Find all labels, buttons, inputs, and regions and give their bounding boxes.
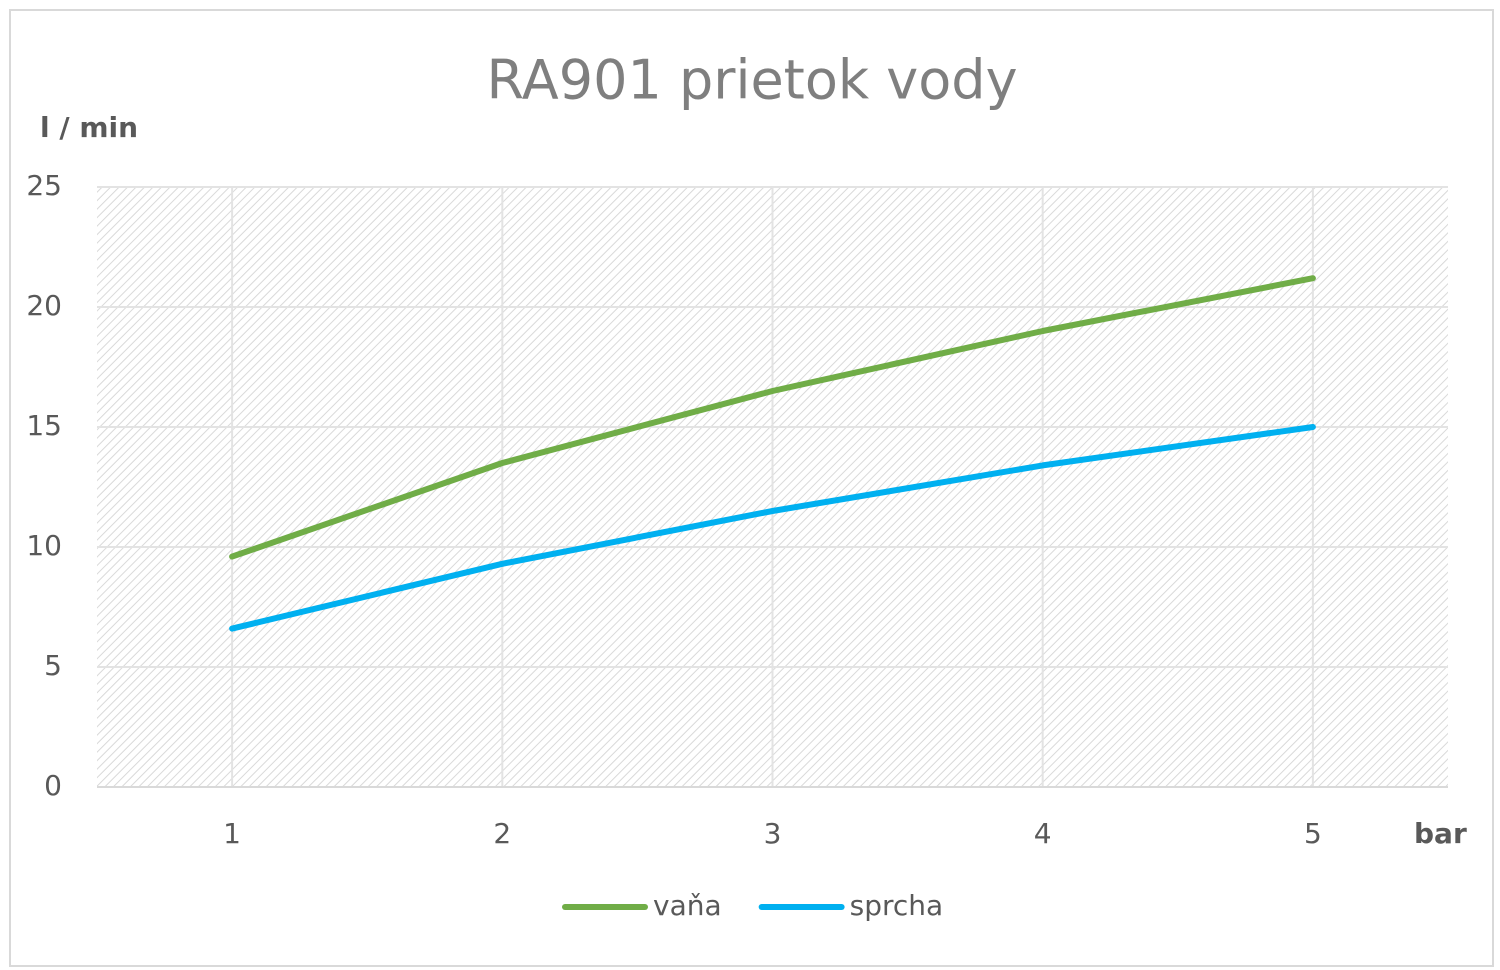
x-tick-label: 1 [223, 817, 241, 850]
y-tick-label: 15 [26, 409, 62, 442]
x-tick-label: 3 [764, 817, 782, 850]
y-tick-label: 0 [44, 769, 62, 802]
series-line [229, 275, 1316, 560]
y-tick-label: 25 [26, 169, 62, 202]
series-line [229, 424, 1316, 632]
x-tick-label: 2 [493, 817, 511, 850]
y-axis-label: l / min [40, 111, 138, 144]
legend-label: vaňa [653, 889, 722, 922]
y-tick-label: 10 [26, 529, 62, 562]
x-tick-label: 5 [1304, 817, 1322, 850]
legend-label: sprcha [850, 889, 944, 922]
chart-title: RA901 prietok vody [486, 49, 1017, 112]
y-tick-label: 20 [26, 289, 62, 322]
x-axis-label: bar [1414, 817, 1467, 850]
x-tick-label: 4 [1034, 817, 1052, 850]
y-tick-label: 5 [44, 649, 62, 682]
